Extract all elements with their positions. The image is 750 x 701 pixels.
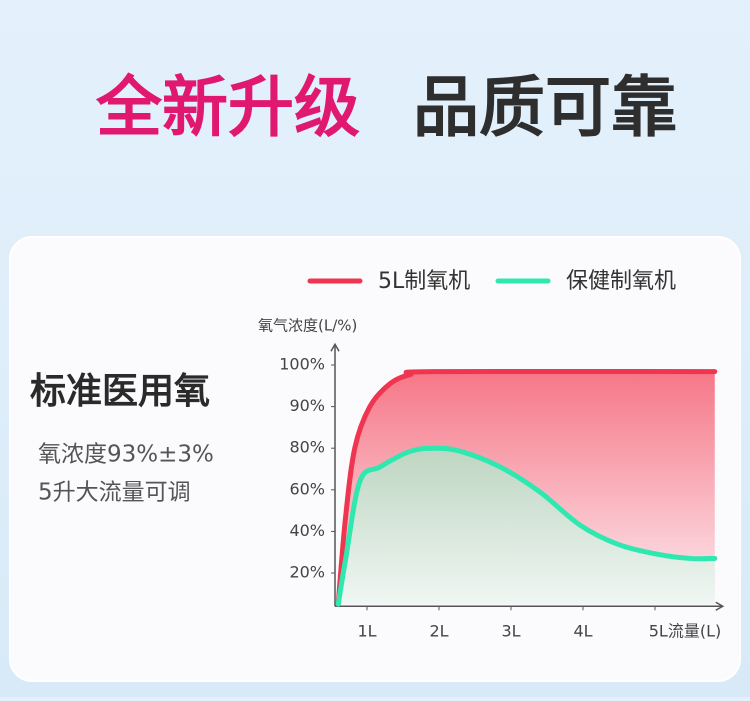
panel-line: 5升大流量可调 <box>38 480 191 506</box>
y-tick-label: 60% <box>289 479 325 498</box>
panel-title: 标准医用氧 <box>30 371 210 412</box>
headline-highlight: 全新升级 <box>95 69 360 146</box>
panel-line: 氧浓度93%±3% <box>38 442 214 468</box>
line <box>335 368 718 607</box>
legend-label: 保健制氧机 <box>566 269 676 294</box>
y-tick-label: 40% <box>289 521 325 540</box>
x-axis-arrow <box>715 601 725 611</box>
plot: 20% 40% 60% 80% 90% 100% 1L 2L 3L 4L 5L流量(L) 5L制氧机 保… <box>279 269 725 641</box>
x-tick-label: 4L <box>573 622 592 641</box>
x-tick-label: 3L <box>501 622 520 641</box>
y-tick-label: 20% <box>289 563 325 582</box>
x-tick-label: 1L <box>357 622 376 641</box>
y-axis-arrow <box>330 342 340 352</box>
y-tick-label: 100% <box>279 355 325 374</box>
line <box>335 445 718 607</box>
y-tick-label: 90% <box>289 396 325 415</box>
y-axis-label: 氧气浓度(L/%) <box>258 317 357 335</box>
area <box>338 448 715 605</box>
x-tick-label: 5L流量(L) <box>649 622 722 641</box>
y-tick-label: 80% <box>289 438 325 457</box>
headline-rest: 品质可靠 <box>413 69 677 146</box>
legend-label: 5L制氧机 <box>378 269 470 294</box>
x-tick-label: 2L <box>429 622 448 641</box>
